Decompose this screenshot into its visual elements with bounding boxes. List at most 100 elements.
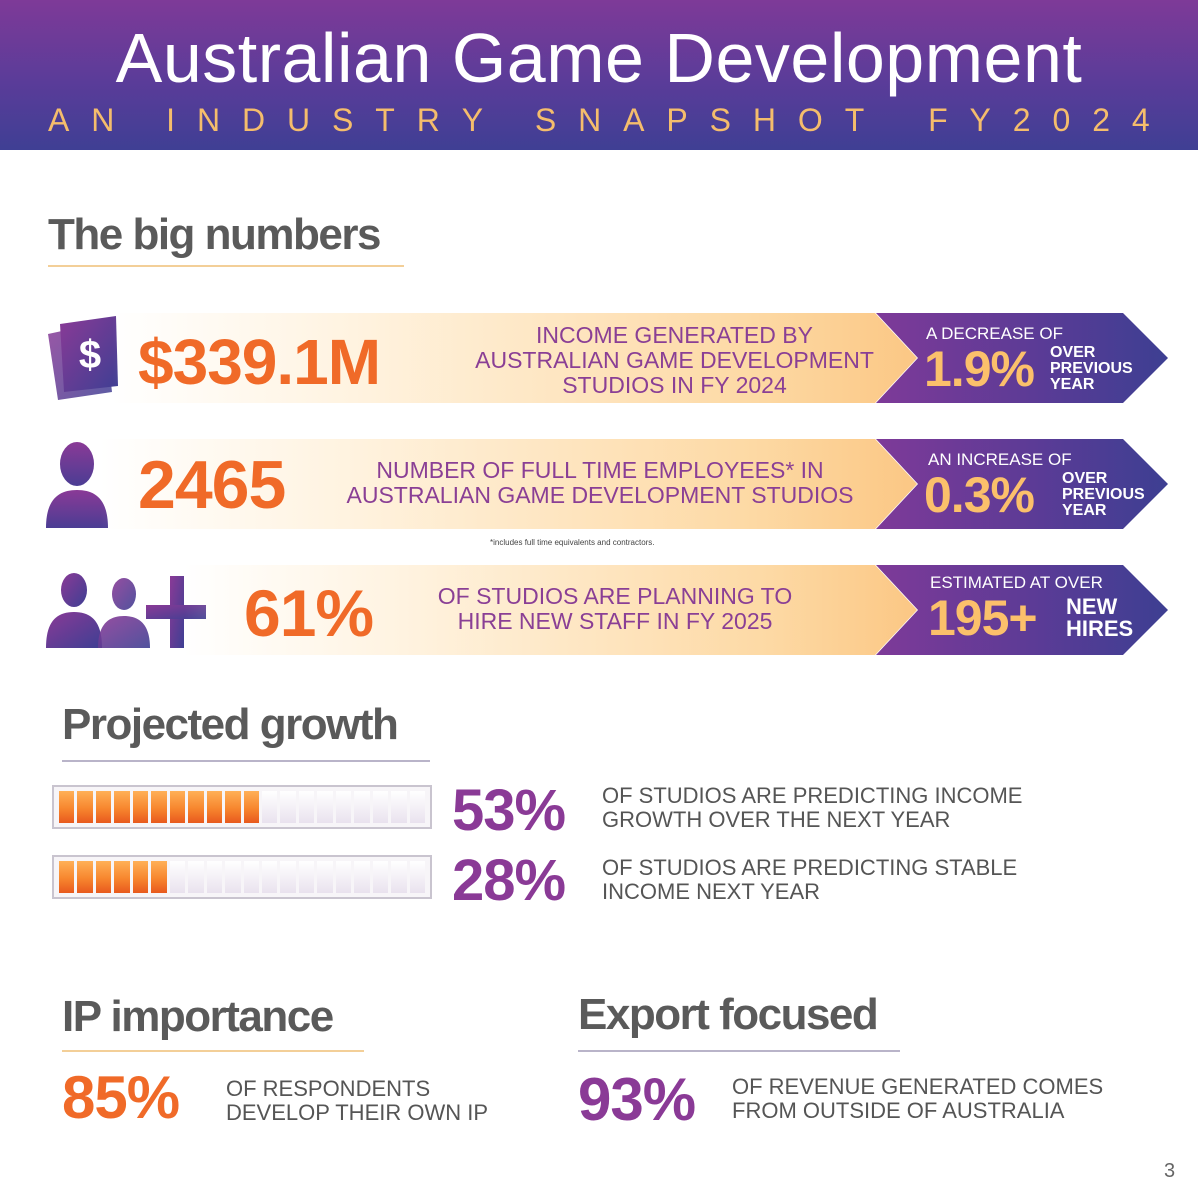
income-change-value: 1.9%	[924, 341, 1035, 397]
subtitle-letter: N	[578, 102, 602, 138]
growth-desc-line: GROWTH OVER THE NEXT YEAR	[602, 807, 951, 832]
stable-desc-line: INCOME NEXT YEAR	[602, 879, 821, 904]
progress-segment-empty	[409, 861, 426, 893]
progress-segment-filled	[114, 791, 130, 823]
progress-segment-empty	[372, 791, 389, 823]
employees-footnote: *includes full time equivalents and cont…	[490, 538, 655, 547]
hiring-value: 61%	[244, 576, 374, 650]
progress-segment-filled	[114, 861, 130, 893]
subtitle-letter: Y	[969, 102, 991, 138]
page-title: Australian Game Development	[115, 19, 1083, 97]
big-numbers-heading: The big numbers	[48, 210, 381, 259]
note-line: OVER	[1062, 470, 1108, 487]
progress-segment-empty	[225, 861, 241, 893]
ip-rule	[62, 1050, 364, 1052]
hiring-estimate-value: 195+	[928, 590, 1038, 646]
growth-desc-line: OF STUDIOS ARE PREDICTING INCOME	[602, 783, 1023, 808]
income-value: $339.1M	[138, 326, 381, 398]
stable-desc-line: OF STUDIOS ARE PREDICTING STABLE	[602, 855, 1018, 880]
employees-desc-line: AUSTRALIAN GAME DEVELOPMENT STUDIOS	[346, 482, 854, 508]
note-line: NEW	[1066, 594, 1118, 619]
employees-ribbon	[100, 439, 917, 529]
progress-segment-empty	[280, 861, 296, 893]
subtitle-letter: D	[241, 102, 266, 138]
subtitle-letter: A	[623, 102, 645, 138]
progress-segment-empty	[243, 861, 259, 893]
subtitle-letter: T	[844, 102, 865, 138]
header-banner	[0, 0, 1198, 150]
subtitle-letter: S	[534, 102, 557, 138]
income-change-note: OVER PREVIOUS YEAR	[1050, 345, 1133, 393]
subtitle-letter: S	[709, 102, 731, 138]
progress-segment-empty	[354, 861, 370, 893]
subtitle-letter: U	[287, 102, 311, 138]
person-icon	[44, 440, 110, 528]
note-line: PREVIOUS	[1062, 486, 1145, 503]
ip-heading: IP importance	[62, 992, 334, 1041]
progress-segment-filled	[225, 791, 241, 823]
progress-segment-filled	[59, 791, 75, 823]
progress-segment-filled	[77, 861, 93, 893]
employees-change-arrow	[876, 439, 1168, 529]
stable-progress-bar	[52, 855, 432, 899]
subtitle-letter: 0	[1052, 102, 1071, 138]
hiring-estimate-label: ESTIMATED AT OVER	[930, 573, 1103, 592]
progress-segment-empty	[372, 861, 389, 893]
subtitle-letter: O	[797, 102, 823, 138]
progress-segment-filled	[188, 791, 204, 823]
ip-description: OF RESPONDENTS DEVELOP THEIR OWN IP	[226, 1077, 488, 1125]
progress-segment-empty	[335, 861, 352, 893]
subtitle-letter: I	[166, 102, 176, 138]
export-rule	[578, 1050, 900, 1052]
people-add-icon	[44, 570, 206, 650]
projected-growth-rule	[62, 760, 430, 762]
export-desc-line: FROM OUTSIDE OF AUSTRALIA	[732, 1098, 1065, 1123]
subtitle-letter: 2	[1012, 102, 1031, 138]
growth-progress-bar	[52, 785, 432, 829]
progress-segment-empty	[280, 791, 296, 823]
progress-segment-filled	[77, 791, 93, 823]
ip-desc-line: DEVELOP THEIR OWN IP	[226, 1100, 489, 1125]
income-desc-line: AUSTRALIAN GAME DEVELOPMENT	[475, 347, 874, 373]
income-desc-line: STUDIOS IN FY 2024	[562, 372, 787, 398]
progress-segment-empty	[298, 791, 315, 823]
big-numbers-rule	[48, 265, 404, 267]
progress-segment-filled	[59, 861, 75, 893]
hiring-description: OF STUDIOS ARE PLANNING TO HIRE NEW STAF…	[410, 584, 820, 634]
income-change-label: A DECREASE OF	[926, 324, 1063, 343]
subtitle-letter: N	[196, 102, 221, 138]
subtitle-letter: 2	[1092, 102, 1110, 138]
progress-segment-empty	[317, 791, 333, 823]
progress-segment-filled	[243, 791, 259, 823]
employees-change-value: 0.3%	[924, 467, 1035, 523]
subtitle-letter: F	[928, 102, 948, 138]
subtitle-letter: P	[666, 102, 688, 138]
export-value: 93%	[578, 1066, 696, 1133]
subtitle-letter: N	[91, 102, 115, 138]
note-line: YEAR	[1062, 502, 1107, 519]
hiring-estimate-note: NEW HIRES	[1066, 596, 1133, 640]
hiring-estimate-arrow	[876, 565, 1168, 655]
progress-segment-empty	[391, 791, 407, 823]
subtitle-letter: H	[752, 102, 777, 138]
note-line: HIRES	[1066, 616, 1134, 641]
progress-segment-empty	[261, 791, 278, 823]
progress-segment-filled	[169, 791, 186, 823]
progress-segment-filled	[151, 791, 167, 823]
progress-segment-filled	[151, 861, 167, 893]
hiring-desc-line: HIRE NEW STAFF IN FY 2025	[457, 608, 773, 634]
subtitle-letter: 4	[1131, 102, 1150, 138]
progress-segment-empty	[409, 791, 426, 823]
projected-growth-heading: Projected growth	[62, 700, 399, 749]
subtitle-letter: Y	[461, 102, 484, 138]
svg-text:$: $	[79, 333, 101, 377]
employees-change-note: OVER PREVIOUS YEAR	[1062, 471, 1145, 519]
export-description: OF REVENUE GENERATED COMES FROM OUTSIDE …	[732, 1075, 1103, 1123]
income-ribbon	[112, 313, 917, 403]
note-line: YEAR	[1050, 376, 1095, 393]
progress-segment-filled	[95, 791, 112, 823]
subtitle-letter: S	[332, 102, 354, 138]
export-heading: Export focused	[578, 990, 879, 1039]
ip-desc-line: OF RESPONDENTS	[226, 1076, 431, 1101]
stable-description: OF STUDIOS ARE PREDICTING STABLE INCOME …	[602, 856, 1017, 904]
